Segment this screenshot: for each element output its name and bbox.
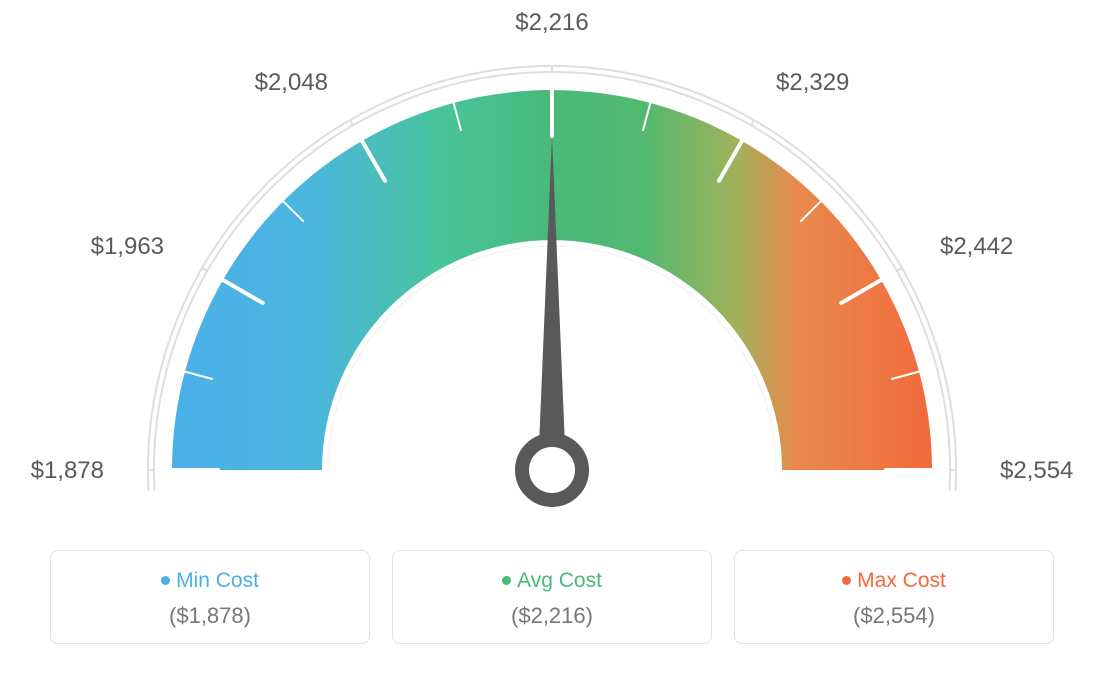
gauge-tick-label: $2,554: [1000, 457, 1073, 484]
legend-box-avg: Avg Cost ($2,216): [392, 550, 712, 644]
legend-value-min: ($1,878): [51, 603, 369, 629]
legend-value-max: ($2,554): [735, 603, 1053, 629]
gauge-tick-label: $2,442: [940, 233, 1013, 260]
gauge-tick-label: $2,216: [515, 9, 588, 36]
gauge-chart: $1,878 $1,963 $2,048 $2,216 $2,329 $2,442 $2,5…: [0, 0, 1104, 540]
legend-label-avg: Avg Cost: [517, 569, 602, 592]
legend-label-max: Max Cost: [857, 569, 946, 592]
legend-row: Min Cost ($1,878) Avg Cost ($2,216) Max …: [0, 550, 1104, 644]
legend-box-max: Max Cost ($2,554): [734, 550, 1054, 644]
legend-dot-max: [842, 576, 851, 585]
legend-dot-avg: [502, 576, 511, 585]
gauge-tick-label: $2,048: [255, 69, 328, 96]
gauge-svg: $1,878 $1,963 $2,048 $2,216 $2,329 $2,442 $2,5…: [0, 0, 1104, 540]
gauge-tick-label: $1,963: [91, 233, 164, 260]
legend-title-avg: Avg Cost: [393, 569, 711, 593]
legend-value-avg: ($2,216): [393, 603, 711, 629]
legend-title-min: Min Cost: [51, 569, 369, 593]
legend-box-min: Min Cost ($1,878): [50, 550, 370, 644]
legend-label-min: Min Cost: [176, 569, 259, 592]
gauge-tick-label: $2,329: [776, 69, 849, 96]
gauge-tick-label: $1,878: [31, 457, 104, 484]
legend-title-max: Max Cost: [735, 569, 1053, 593]
legend-dot-min: [161, 576, 170, 585]
